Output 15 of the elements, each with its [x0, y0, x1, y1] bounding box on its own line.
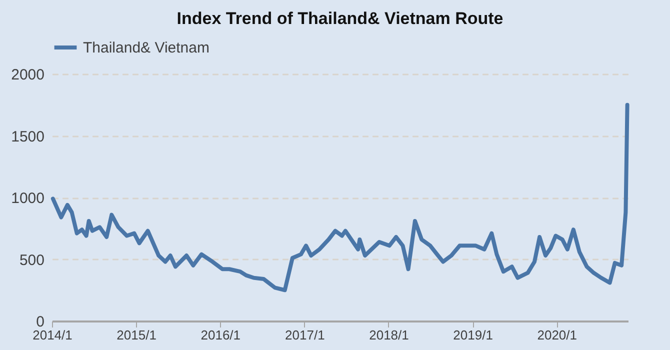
y-tick-label: 1000 [11, 190, 44, 207]
x-tick-label: 2016/1 [200, 328, 241, 342]
x-tick-label: 2019/1 [453, 328, 493, 342]
x-tick-label: 2014/1 [32, 328, 72, 342]
y-tick-label: 2000 [11, 66, 44, 84]
y-tick-label: 500 [19, 252, 44, 269]
line-series [50, 102, 630, 292]
x-tick-label: 2018/1 [369, 328, 409, 342]
y-tick-label: 1500 [11, 128, 44, 146]
chart-title: Index Trend of Thailand& Vietnam Route [176, 9, 504, 28]
x-tick-label: 2020/1 [537, 328, 577, 342]
x-tick-label: 2015/1 [116, 328, 156, 342]
legend-label: Thailand& Vietnam [83, 40, 210, 56]
y-tick-label: 0 [36, 314, 44, 330]
x-tick-label: 2017/1 [285, 328, 325, 342]
